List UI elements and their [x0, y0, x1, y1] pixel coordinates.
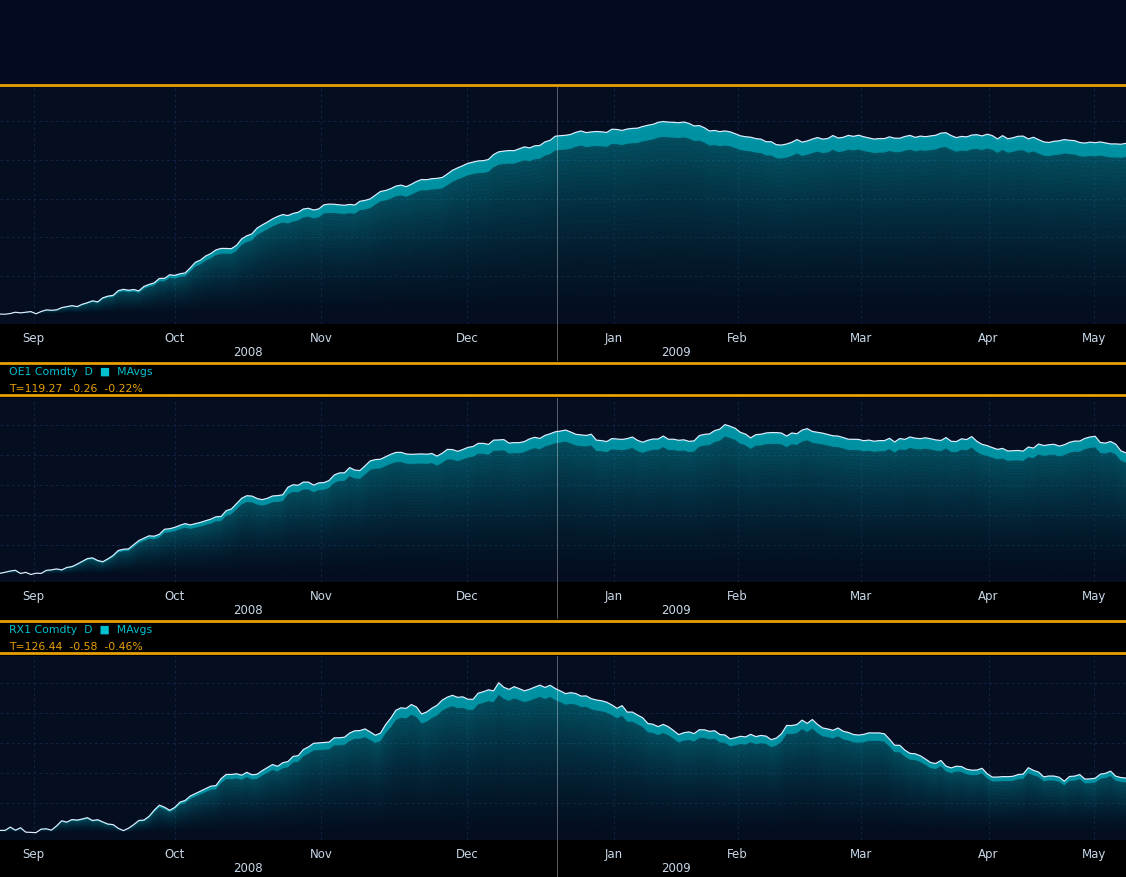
Text: T=119.27  -0.26  -0.22%: T=119.27 -0.26 -0.22% [9, 383, 143, 393]
Text: Jan: Jan [605, 332, 623, 345]
Text: T=126.44  -0.58  -0.46%: T=126.44 -0.58 -0.46% [9, 641, 143, 651]
Text: 2009: 2009 [661, 346, 690, 359]
Text: 2009: 2009 [661, 861, 690, 874]
Text: Sep: Sep [23, 332, 45, 345]
Text: Nov: Nov [310, 847, 332, 860]
Text: Mar: Mar [850, 847, 873, 860]
Text: RX1 Comdty  D  ■  MAvgs: RX1 Comdty D ■ MAvgs [9, 624, 152, 634]
Text: Feb: Feb [727, 332, 748, 345]
Text: Feb: Feb [727, 847, 748, 860]
Text: Apr: Apr [978, 332, 999, 345]
Text: 2008: 2008 [233, 346, 262, 359]
Text: Dec: Dec [456, 847, 479, 860]
Text: Nov: Nov [310, 332, 332, 345]
Text: Apr: Apr [978, 589, 999, 602]
Text: May: May [1082, 332, 1107, 345]
Text: Oct: Oct [164, 332, 185, 345]
Text: OE1 Comdty  D  ■  MAvgs: OE1 Comdty D ■ MAvgs [9, 367, 152, 376]
Text: 2009: 2009 [661, 603, 690, 617]
Text: May: May [1082, 589, 1107, 602]
Text: Dec: Dec [456, 589, 479, 602]
Text: Mar: Mar [850, 332, 873, 345]
Text: Jan: Jan [605, 847, 623, 860]
Text: Oct: Oct [164, 847, 185, 860]
Text: 2008: 2008 [233, 603, 262, 617]
Text: 2008: 2008 [233, 861, 262, 874]
Text: Dec: Dec [456, 332, 479, 345]
Text: Apr: Apr [978, 847, 999, 860]
Text: Sep: Sep [23, 847, 45, 860]
Text: May: May [1082, 847, 1107, 860]
Text: Oct: Oct [164, 589, 185, 602]
Text: Jan: Jan [605, 589, 623, 602]
Text: Sep: Sep [23, 589, 45, 602]
Text: Nov: Nov [310, 589, 332, 602]
Text: Feb: Feb [727, 589, 748, 602]
Text: Mar: Mar [850, 589, 873, 602]
